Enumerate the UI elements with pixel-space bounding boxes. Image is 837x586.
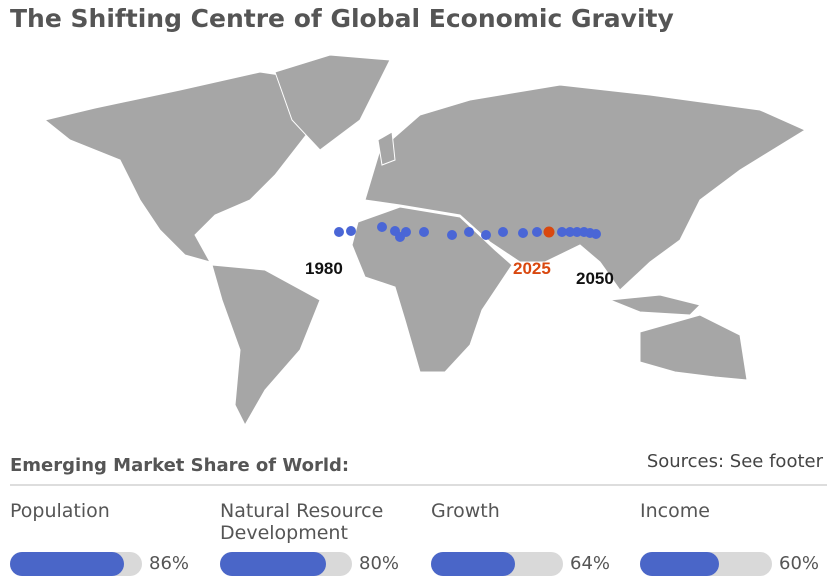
path-dot (464, 227, 474, 237)
path-dot (447, 230, 457, 240)
path-dot (401, 227, 411, 237)
path-dot (334, 227, 344, 237)
bar-track (431, 552, 563, 576)
metric: Growth 64% (431, 500, 631, 586)
indonesia (609, 294, 701, 316)
australia (639, 314, 748, 381)
metric-value: 64% (570, 553, 611, 574)
africa (351, 206, 513, 373)
current-dot (543, 226, 555, 238)
metric: Population 86% (10, 500, 210, 586)
bar-fill (431, 552, 516, 576)
uk (377, 131, 396, 166)
sources: Sources: See footer (646, 451, 823, 472)
path-dot (557, 227, 567, 237)
eurasia (364, 84, 807, 291)
bar-fill (640, 552, 720, 576)
title: The Shifting Centre of Global Economic G… (10, 4, 674, 33)
year-label: 2025 (513, 259, 551, 278)
metric-label: Population (10, 500, 110, 522)
metric-value: 86% (149, 553, 190, 574)
metric-label: Natural Resource Development (220, 500, 384, 544)
path-dot (498, 227, 508, 237)
path-dot (377, 222, 387, 232)
bar-fill (10, 552, 124, 576)
path-dot (591, 229, 601, 239)
world-map: 1980 2025 2050 (43, 54, 807, 427)
path-dot (346, 226, 356, 236)
year-label: 2050 (576, 269, 614, 288)
path-dot (532, 227, 542, 237)
divider (10, 484, 827, 486)
path-dot (518, 228, 528, 238)
bar-track (220, 552, 352, 576)
metric-value: 80% (359, 553, 400, 574)
bar-fill (220, 552, 326, 576)
bar-track (10, 552, 142, 576)
bar-track (640, 552, 772, 576)
metric-label: Growth (431, 500, 500, 522)
path-dot (419, 227, 429, 237)
gravity-path: 1980 2025 2050 (305, 222, 614, 288)
metric: Natural Resource Development 80% (220, 500, 420, 586)
panel-title: Emerging Market Share of World: (10, 455, 350, 476)
year-label: 1980 (305, 259, 343, 278)
path-dot (565, 227, 575, 237)
metric-label: Income (640, 500, 710, 522)
path-dot (572, 227, 582, 237)
south-america (211, 264, 321, 427)
metric: Income 60% (640, 500, 837, 586)
greenland (274, 54, 391, 151)
metric-value: 60% (779, 553, 820, 574)
path-dot (481, 230, 491, 240)
north-america (43, 71, 311, 263)
